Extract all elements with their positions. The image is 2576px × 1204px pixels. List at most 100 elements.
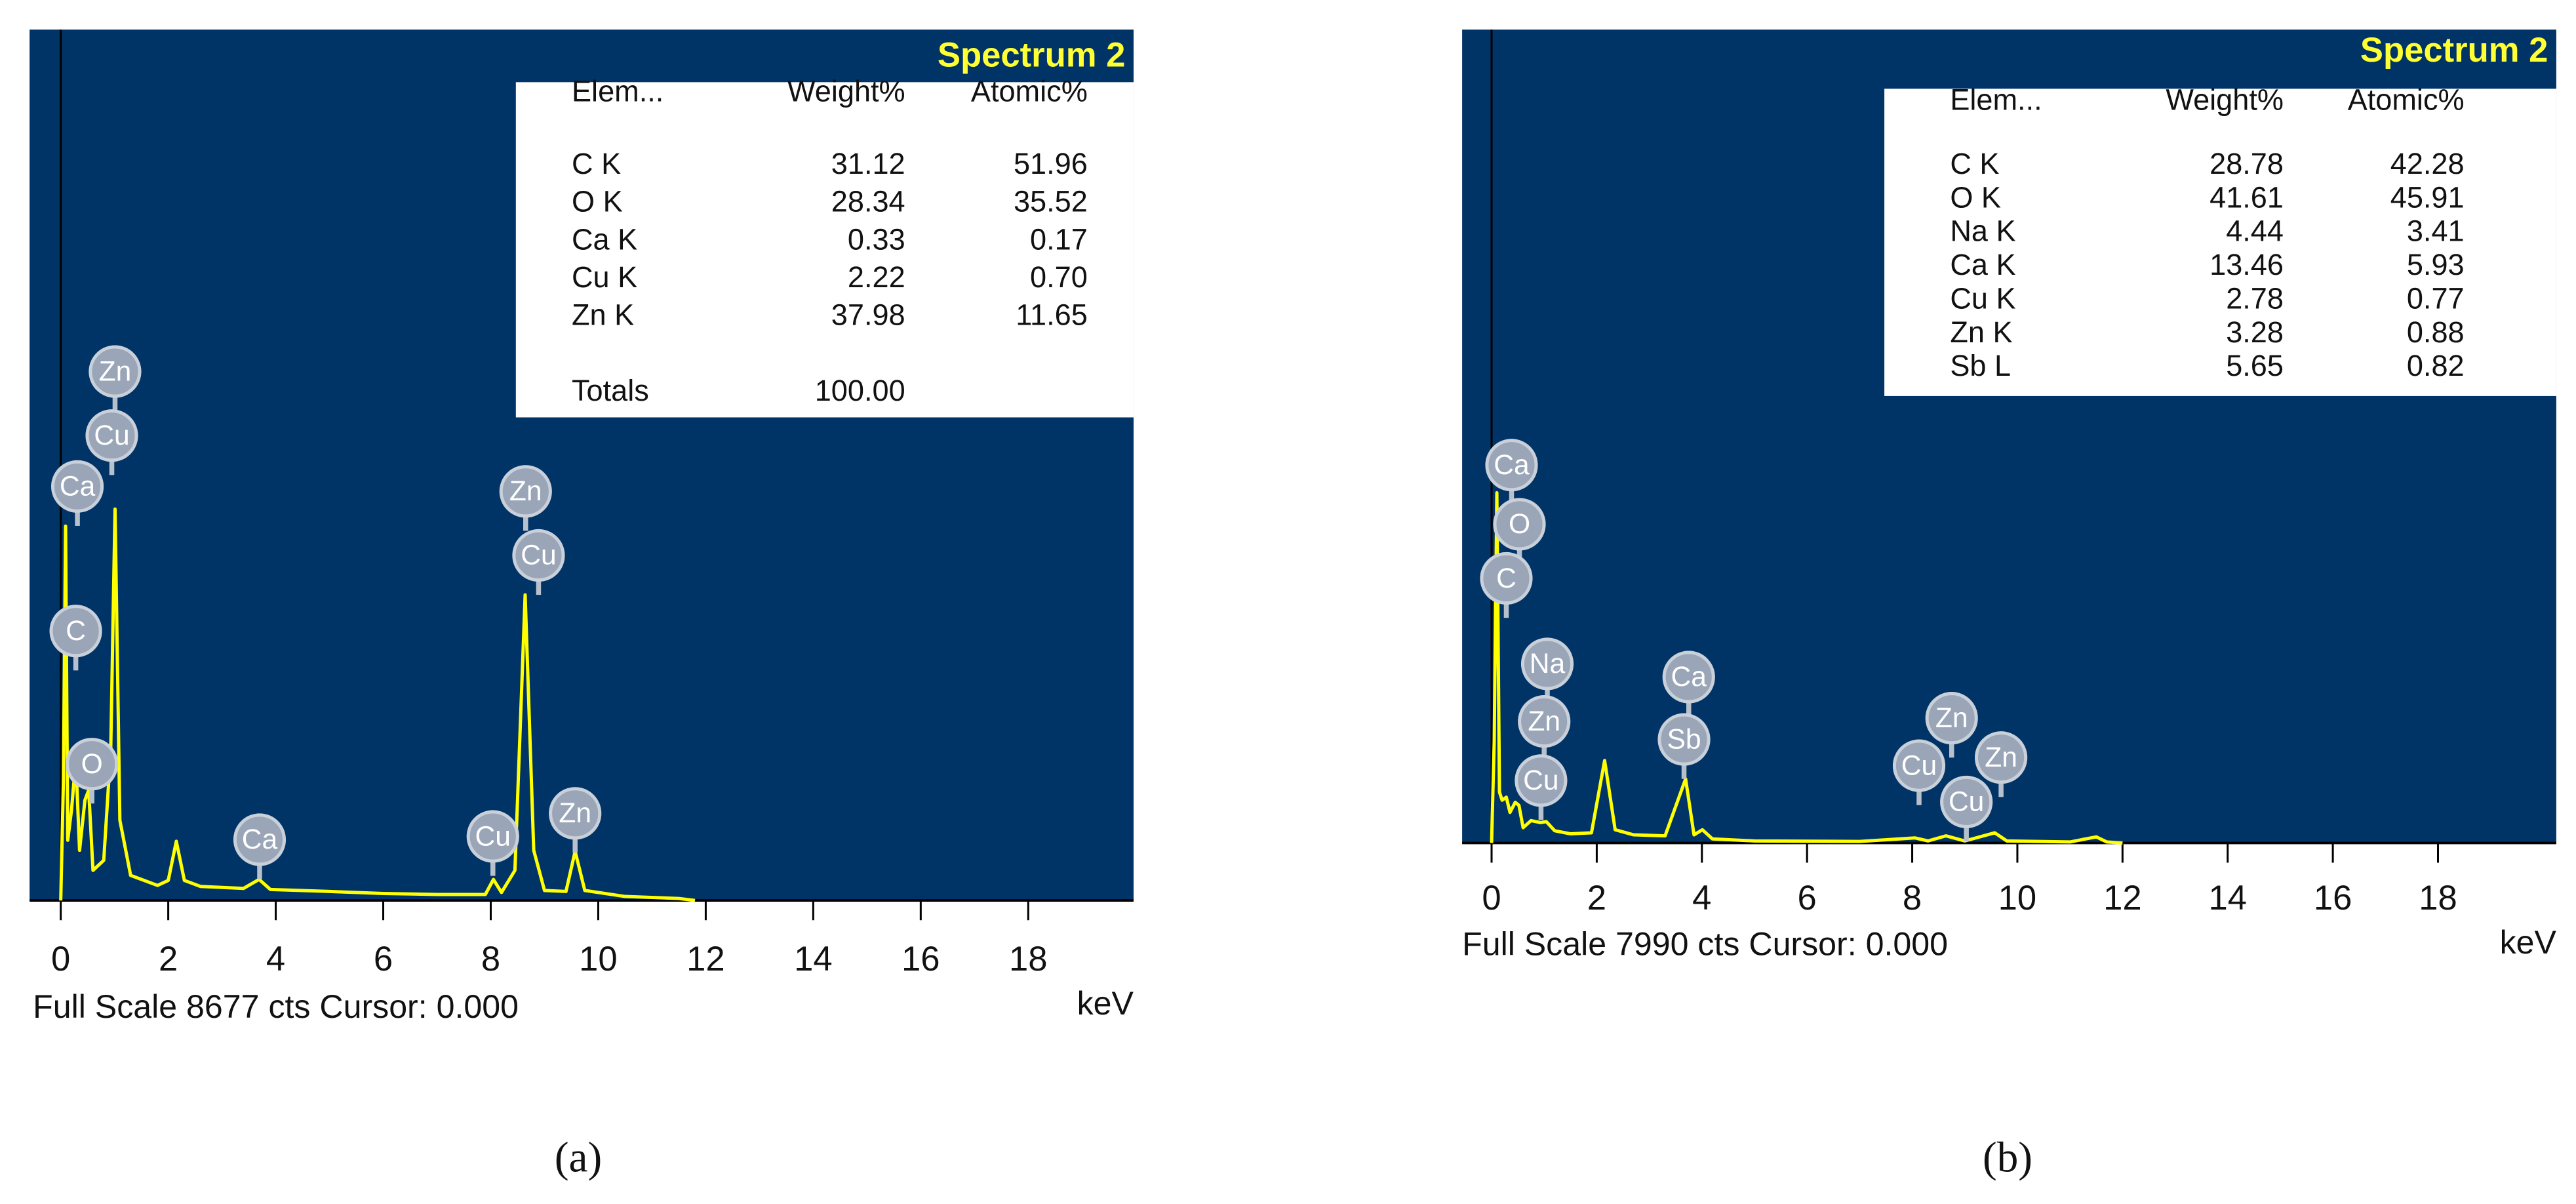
table-header: Atomic% xyxy=(971,75,1088,108)
table-cell: 45.91 xyxy=(2390,180,2465,214)
peak-label: Cu xyxy=(475,820,511,852)
x-tick-label: 0 xyxy=(1482,879,1501,917)
table-header: Elem... xyxy=(572,75,664,108)
peak-label-marker xyxy=(466,810,519,863)
table-cell: C K xyxy=(1950,147,1999,180)
peak-label-marker xyxy=(1940,775,1993,828)
table-cell: 5.93 xyxy=(2407,248,2465,281)
peak-label: Ca xyxy=(242,824,278,855)
table-cell: Cu K xyxy=(1950,281,2015,315)
table-cell: 31.12 xyxy=(831,147,905,180)
peak-label-marker xyxy=(66,738,119,791)
table-cell: Zn K xyxy=(1950,315,2012,349)
table-cell: 2.22 xyxy=(848,260,905,294)
table-cell: 42.28 xyxy=(2390,147,2465,180)
peak-label-marker xyxy=(1520,637,1574,691)
x-tick-label: 4 xyxy=(266,940,285,978)
peak-label: Cu xyxy=(1901,750,1937,781)
peak-label-marker xyxy=(1493,498,1546,551)
x-tick-label: 2 xyxy=(1587,879,1606,917)
peak-label-marker xyxy=(1892,739,1946,792)
table-cell: 37.98 xyxy=(831,298,905,332)
table-cell: 28.34 xyxy=(831,185,905,218)
peak-label: C xyxy=(1496,563,1516,594)
x-axis-label: keV xyxy=(1077,985,1134,1022)
peak-label: Ca xyxy=(1494,449,1530,481)
x-tick-label: 6 xyxy=(1798,879,1817,917)
table-cell: Sb L xyxy=(1950,349,2011,382)
peak-label-marker xyxy=(85,409,138,462)
peak-label-marker xyxy=(89,345,142,398)
peak-label-marker xyxy=(1662,651,1715,704)
table-cell: 11.65 xyxy=(1016,298,1088,332)
x-tick-label: 12 xyxy=(686,940,725,978)
footer: Full Scale 7990 cts Cursor: 0.000 xyxy=(1462,926,1948,963)
table-cell: 4.44 xyxy=(2226,214,2284,248)
table-cell: 51.96 xyxy=(1014,147,1088,180)
peak-label-marker xyxy=(1657,713,1711,766)
peak-label: Cu xyxy=(1523,765,1558,796)
peak-label: Ca xyxy=(60,471,96,502)
peak-label-marker xyxy=(233,813,287,866)
table-cell: 0.88 xyxy=(2407,315,2465,349)
x-tick-label: 10 xyxy=(579,940,618,978)
peak-label-marker xyxy=(499,465,552,518)
table-header: Weight% xyxy=(787,75,905,108)
peak-label-marker xyxy=(50,460,104,513)
table-cell: 13.46 xyxy=(2209,248,2284,281)
table-cell: 2.78 xyxy=(2226,281,2284,315)
peak-label: Zn xyxy=(99,355,132,387)
peak-label-marker xyxy=(1480,552,1533,605)
x-tick-label: 10 xyxy=(1998,879,2037,917)
peak-label: Ca xyxy=(1671,661,1707,692)
peak-label: Zn xyxy=(1985,742,2017,773)
peak-label: O xyxy=(1509,508,1530,540)
x-tick-label: 2 xyxy=(159,940,178,978)
x-tick-label: 8 xyxy=(1903,879,1922,917)
peak-label: Cu xyxy=(521,540,556,571)
x-tick-label: 8 xyxy=(481,940,500,978)
peak-label: Zn xyxy=(1935,702,1968,734)
table-cell: 0.77 xyxy=(2407,281,2465,315)
peak-label: C xyxy=(66,615,86,647)
panel-label: (b) xyxy=(1983,1134,2032,1182)
peak-label-marker xyxy=(1925,692,1978,745)
table-cell: Ca K xyxy=(1950,248,2015,281)
peak-label-marker xyxy=(1485,439,1538,492)
x-tick-label: 18 xyxy=(1009,940,1048,978)
table-header: Elem... xyxy=(1950,83,2042,116)
table-cell: 35.52 xyxy=(1014,185,1088,218)
table-cell: Zn K xyxy=(572,298,634,332)
table-cell: 0.70 xyxy=(1030,260,1088,294)
spectrum-line xyxy=(1490,491,2123,845)
table-cell: 41.61 xyxy=(2209,180,2284,214)
table-cell: 0.33 xyxy=(848,222,905,256)
table-header: Atomic% xyxy=(2348,83,2465,116)
peak-label: Cu xyxy=(1949,786,1984,818)
peak-label-marker xyxy=(549,787,602,840)
footer: Full Scale 8677 cts Cursor: 0.000 xyxy=(33,988,519,1025)
x-tick-label: 16 xyxy=(2314,879,2352,917)
results-table xyxy=(515,82,1134,418)
x-tick-label: 14 xyxy=(2208,879,2247,917)
x-tick-label: 18 xyxy=(2419,879,2457,917)
peak-label-marker xyxy=(49,605,102,658)
table-cell: 28.78 xyxy=(2209,147,2284,180)
table-cell: 0.17 xyxy=(1030,222,1088,256)
peak-label: Na xyxy=(1530,648,1566,679)
table-cell: Ca K xyxy=(572,222,637,256)
x-tick-label: 16 xyxy=(902,940,940,978)
peak-label: O xyxy=(81,748,103,780)
table-cell: O K xyxy=(572,185,623,218)
table-cell: 3.28 xyxy=(2226,315,2284,349)
table-cell: 3.41 xyxy=(2407,214,2465,248)
peak-label: Zn xyxy=(509,475,542,507)
peak-label: Cu xyxy=(94,420,129,451)
table-cell: 0.82 xyxy=(2407,349,2465,382)
peak-label-marker xyxy=(1515,754,1568,807)
table-cell: Totals xyxy=(572,374,649,407)
table-cell: Cu K xyxy=(572,260,637,294)
peak-label-marker xyxy=(512,529,565,582)
